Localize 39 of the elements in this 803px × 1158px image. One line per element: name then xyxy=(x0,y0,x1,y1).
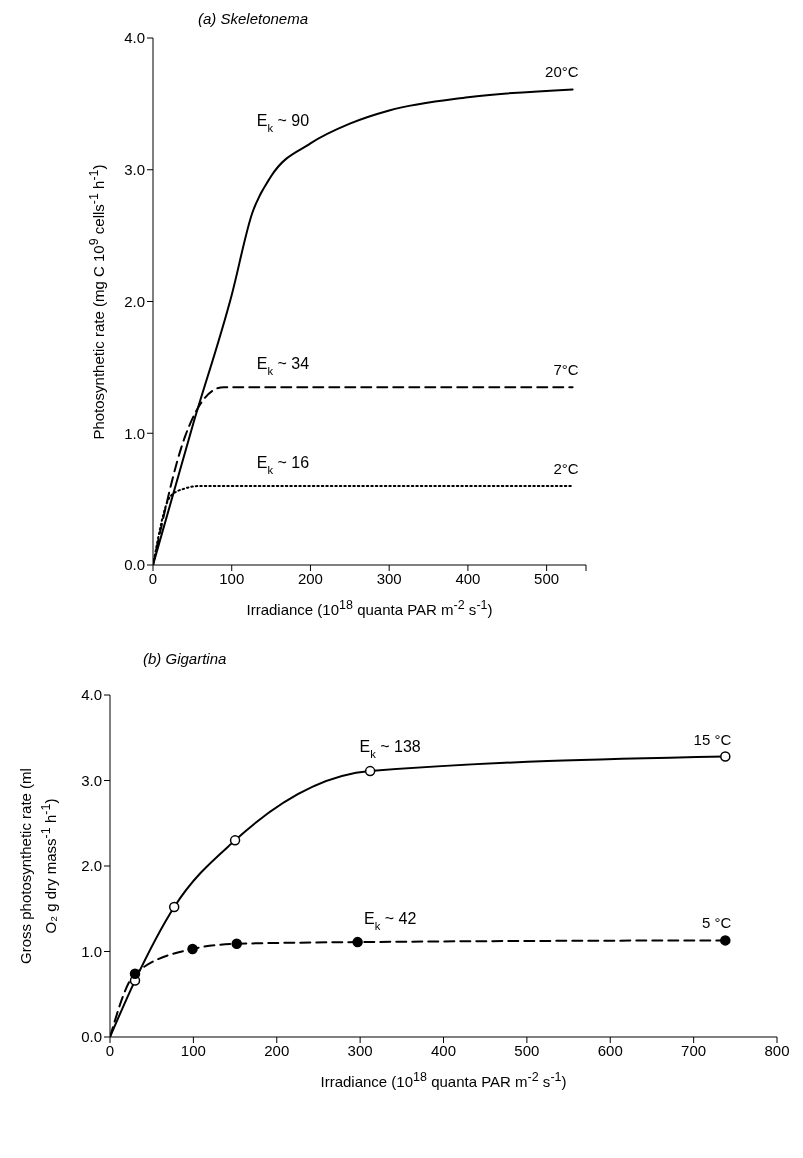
series-label: 20°C xyxy=(545,63,579,81)
x-tick-label: 800 xyxy=(764,1041,790,1059)
series-label: 2°C xyxy=(553,459,579,477)
series-label: 5 °C xyxy=(701,914,732,932)
x-tick-label: 200 xyxy=(297,569,323,587)
y-tick-label: 4.0 xyxy=(81,686,102,704)
y-tick-label: 2.0 xyxy=(124,292,145,310)
annotation: E$_{k}$ ~ 138 xyxy=(359,738,421,761)
annotation: E$_{k}$ ~ 90 xyxy=(256,112,310,135)
x-tick-label: 200 xyxy=(264,1041,290,1059)
x-tick-label: 100 xyxy=(180,1041,206,1059)
series-label: 7°C xyxy=(553,361,579,379)
x-tick-label: 400 xyxy=(455,569,481,587)
x-axis-title: Irradiance (10$^{18}$ quanta PAR m$^{-2}$ s$^{-1}$) xyxy=(245,598,494,618)
x-tick-label: 500 xyxy=(534,569,560,587)
x-tick-label: 0 xyxy=(105,1041,115,1059)
x-tick-label: 300 xyxy=(347,1041,373,1059)
y-tick-label: 3.0 xyxy=(124,161,145,179)
y-tick-label: 2.0 xyxy=(81,857,102,875)
y-tick-label: 4.0 xyxy=(124,29,145,47)
x-tick-label: 700 xyxy=(681,1041,707,1059)
x-axis-title: Irradiance (10$^{18}$ quanta PAR m$^{-2}$ s$^{-1}$) xyxy=(319,1070,568,1090)
annotation: E$_{k}$ ~ 16 xyxy=(256,453,310,476)
x-tick-label: 500 xyxy=(514,1041,540,1059)
series-label: 15 °C xyxy=(693,730,732,748)
y-tick-label: 3.0 xyxy=(81,771,102,789)
chart-title: (a) Skeletonema xyxy=(198,10,309,27)
y-tick-label: 0.0 xyxy=(124,556,145,574)
x-tick-label: 300 xyxy=(376,569,402,587)
annotation: E$_{k}$ ~ 42 xyxy=(363,909,417,932)
y-tick-label: 1.0 xyxy=(124,424,145,442)
x-tick-label: 400 xyxy=(430,1041,457,1059)
y-tick-label: 1.0 xyxy=(81,942,102,960)
x-tick-label: 100 xyxy=(219,569,245,587)
x-tick-label: 0 xyxy=(148,569,158,587)
x-tick-label: 600 xyxy=(597,1041,623,1059)
chart-title: (b) Gigartina xyxy=(143,650,227,667)
annotation: E$_{k}$ ~ 34 xyxy=(256,355,310,378)
y-tick-label: 0.0 xyxy=(81,1028,102,1046)
